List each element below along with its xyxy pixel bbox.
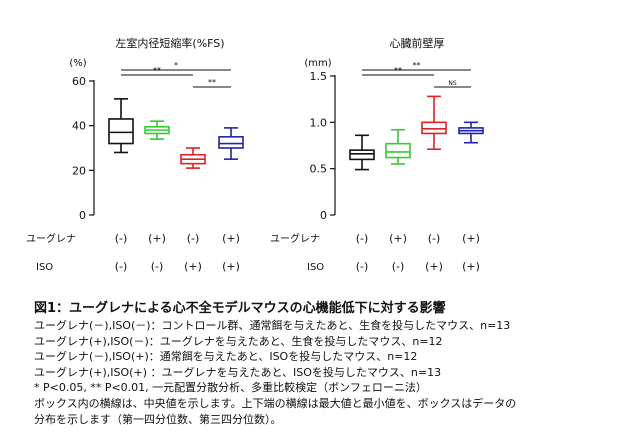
chart1-sig-label: ** [208, 78, 216, 87]
chart1-euglena-label: (+) [148, 232, 166, 245]
caption-line-5: * P<0.05, ** P<0.01, 一元配置分散分析、多重比較検定（ボンフ… [34, 381, 427, 395]
chart2-y-tick-label: 1.5 [310, 70, 328, 83]
chart2-iso-label: (+) [425, 260, 443, 273]
chart2-title: 心臓前壁厚 [390, 36, 445, 50]
chart2-y-tick-label: 0 [320, 209, 327, 222]
chart1-iso-label: (-) [115, 260, 128, 273]
chart1-y-tick-label: 40 [72, 120, 86, 133]
chart1-iso-label: (-) [151, 260, 164, 273]
chart1-euglena-label: (-) [187, 232, 200, 245]
chart1-title: 左室内径短縮率(%FS) [115, 36, 224, 50]
chart1-y-tick-label: 60 [72, 75, 86, 88]
figure-caption: 図1：ユーグレナによる心不全モデルマウスの心機能低下に対する影響 ユーグレナ(－… [34, 300, 640, 427]
chart1-y-tick-label: 0 [79, 209, 86, 222]
caption-line-2: ユーグレナ(+),ISO(－)：ユーグレナを与えたあと、生食を投与したマウス、n… [34, 334, 443, 348]
caption-line-3: ユーグレナ(－),ISO(+)：通常餌を与えたあと、ISOを投与したマウス、n=… [34, 350, 418, 364]
chart1-y-tick-label: 20 [72, 164, 86, 177]
chart2-iso-label: (-) [392, 260, 405, 273]
chart2-euglena-label: (-) [428, 232, 441, 245]
chart1-iso-label: (+) [222, 260, 240, 273]
chart2-box [349, 149, 375, 161]
chart2-iso-label: (-) [356, 260, 369, 273]
caption-line-4: ユーグレナ(+),ISO(+) ：ユーグレナを与えたあと、ISOを投与したマウス… [34, 365, 442, 379]
chart2-y-tick-label: 0.5 [310, 163, 328, 176]
caption-line-1: ユーグレナ(－),ISO(－)：コントロール群、通常餌を与えたあと、生食を投与し… [34, 319, 511, 332]
chart1-sig-label: * [174, 61, 178, 70]
chart1-euglena-label: (-) [115, 232, 128, 245]
caption-line-7: 分布を示します（第一四分位数、第三四分位数）。 [34, 412, 282, 426]
chart1-iso-label: (+) [184, 260, 202, 273]
chart2-euglena-label: (+) [462, 232, 480, 245]
caption-title: 図1：ユーグレナによる心不全モデルマウスの心機能低下に対する影響 [34, 301, 446, 316]
chart2-box [385, 142, 411, 159]
row-label-iso-right: ISO [307, 262, 324, 273]
chart2-sig-label: ** [394, 66, 402, 75]
chart2-sig-label: ** [413, 61, 421, 70]
chart1-sig-label: ** [153, 66, 161, 75]
chart2-euglena-label: (-) [356, 232, 369, 245]
row-label-euglena-right: ユーグレナ [270, 232, 320, 245]
chart2-sig-label: NS [448, 80, 456, 87]
figure-charts: 左室内径短縮率(%FS) (%) 0 20 40 60 (-) (-) (+) (-) (-) (+)… [26, 36, 484, 273]
chart1-unit-label: (%) [69, 58, 86, 69]
row-label-iso-left: ISO [36, 262, 53, 273]
caption-line-6: ボックス内の横線は、中央値を示します。上下端の横線は最大値と最小値を、ボックスは… [34, 396, 517, 410]
chart2-euglena-label: (+) [389, 232, 407, 245]
chart2-y-tick-label: 1.0 [310, 116, 328, 129]
chart1-box [108, 118, 134, 145]
chart2-iso-label: (+) [462, 260, 480, 273]
chart1-box [218, 136, 244, 149]
chart2-unit-label: (mm) [304, 58, 331, 69]
chart2-box [421, 121, 447, 135]
chart1-euglena-label: (+) [222, 232, 240, 245]
row-label-euglena-left: ユーグレナ [26, 232, 76, 245]
